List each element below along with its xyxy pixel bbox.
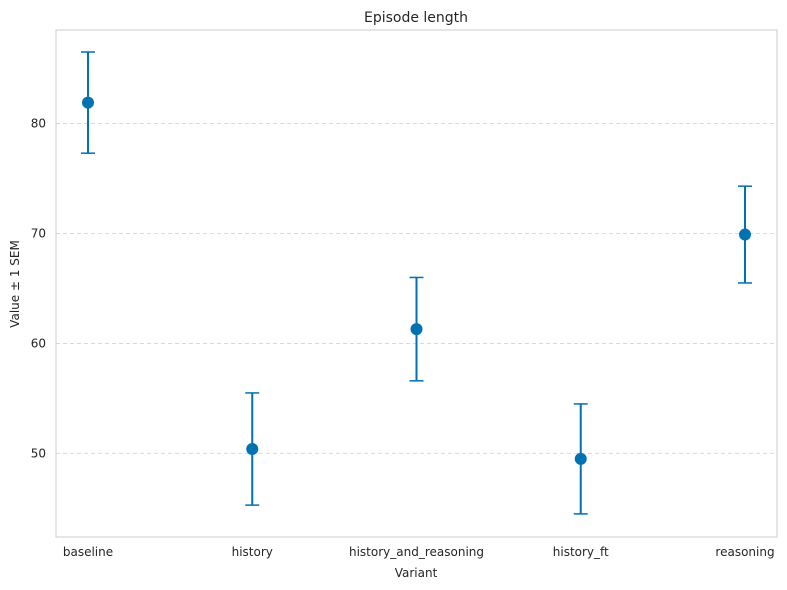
errorbar-point — [81, 51, 95, 154]
x-axis-label: Variant — [395, 566, 438, 580]
errorbar-point — [738, 185, 752, 284]
x-tick-labels: baseline history history_and_reasoning hist… — [63, 545, 775, 559]
x-tick-label: reasoning — [715, 545, 774, 559]
x-tick-label: history — [232, 545, 273, 559]
y-tick-labels: 50 60 70 80 — [31, 116, 46, 460]
x-tick-label: baseline — [63, 545, 113, 559]
data-point — [82, 96, 94, 109]
plot-frame — [55, 29, 778, 538]
y-tick-label: 70 — [31, 226, 46, 240]
x-tick-label: history_and_reasoning — [349, 545, 484, 559]
chart-title: Episode length — [364, 10, 468, 26]
data-point — [410, 323, 423, 336]
data-point — [246, 443, 259, 456]
errorbar-point — [409, 276, 424, 382]
data-point — [739, 228, 751, 241]
errorbar-point — [245, 392, 260, 506]
y-tick-label: 80 — [31, 116, 46, 130]
data-point — [574, 452, 587, 465]
y-tick-label: 60 — [31, 336, 46, 350]
x-tick-label: history_ft — [553, 545, 609, 559]
errorbar-point — [573, 403, 588, 515]
y-axis-label: Value ± 1 SEM — [8, 240, 22, 328]
y-tick-label: 50 — [31, 446, 46, 460]
series-layer — [81, 51, 752, 515]
